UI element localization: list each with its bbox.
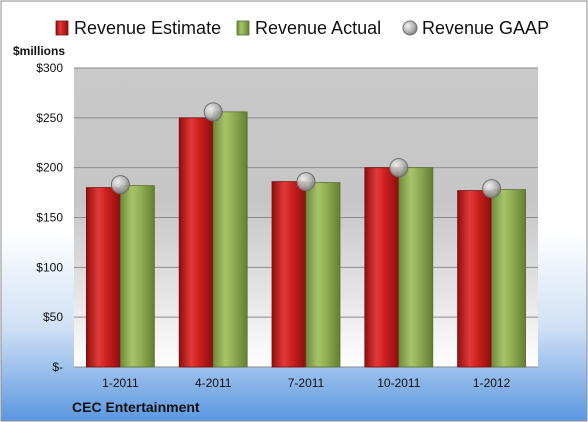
legend-entry: Revenue Actual (255, 18, 381, 38)
x-axis-ticks: 1-2011 4-2011 7-2011 10-2011 1-2012 (102, 376, 510, 390)
bar-revenue-actual (398, 167, 434, 368)
y-axis-ticks: $- $50 $100 $150 $200 $250 $300 (36, 61, 63, 374)
legend-entry: Revenue GAAP (422, 18, 549, 38)
legend-swatch (402, 20, 418, 36)
bar-revenue-estimate (86, 187, 121, 368)
marker-revenue-gaap (482, 179, 502, 199)
y-tick-label: $300 (36, 61, 63, 75)
x-tick-label: 7-2011 (288, 376, 325, 390)
x-tick-label: 1-2012 (473, 376, 511, 390)
bar-revenue-estimate (178, 117, 214, 368)
marker-revenue-gaap (203, 102, 223, 122)
x-tick-label: 1-2011 (102, 376, 139, 390)
y-tick-label: $50 (43, 310, 63, 324)
marker-revenue-gaap (296, 172, 316, 192)
company-name: CEC Entertainment (72, 399, 200, 415)
marker-revenue-gaap (110, 175, 130, 195)
legend-swatch (55, 20, 69, 36)
x-tick-label: 10-2011 (377, 376, 420, 390)
bar-revenue-actual (491, 189, 527, 368)
y-axis-label: $millions (13, 44, 65, 58)
y-tick-label: $- (52, 360, 63, 374)
bar-revenue-estimate (457, 190, 493, 368)
legend-entry: Revenue Estimate (74, 18, 221, 38)
marker-revenue-gaap (389, 158, 409, 178)
legend-swatch (236, 20, 250, 36)
bar-revenue-estimate (364, 167, 400, 368)
y-tick-label: $250 (36, 111, 63, 125)
bar-revenue-estimate (271, 181, 307, 368)
bar-revenue-actual (120, 185, 155, 368)
bar-revenue-actual (305, 182, 341, 368)
bars (86, 102, 527, 368)
x-tick-label: 4-2011 (195, 376, 232, 390)
y-tick-label: $100 (36, 260, 63, 274)
legend: Revenue Estimate Revenue Actual Revenue GA… (55, 18, 549, 38)
bar-revenue-actual (212, 111, 248, 368)
y-tick-label: $150 (36, 211, 63, 225)
y-tick-label: $200 (36, 161, 63, 175)
